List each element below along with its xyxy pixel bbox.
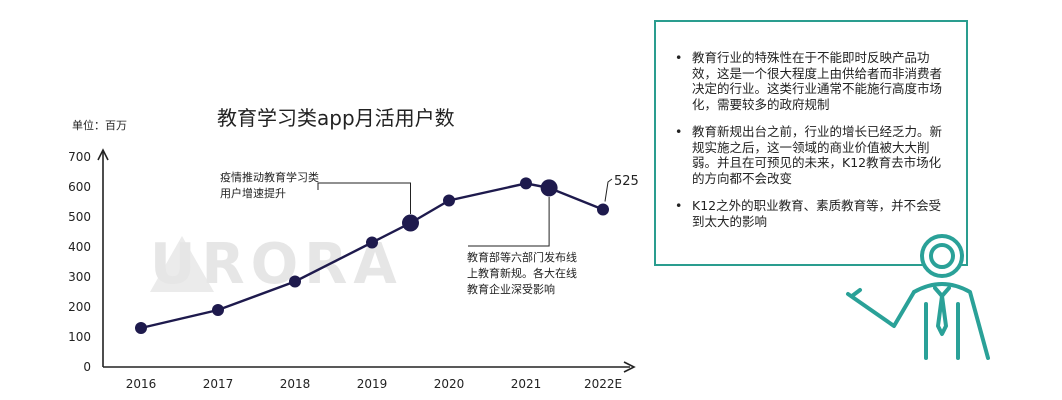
highlight-point [402, 214, 419, 232]
annotation-leader [317, 182, 411, 214]
annotation-regulation: 教育部等六部门发布线上教育新规。各大在线教育企业深受影响 [467, 251, 577, 296]
annotation-leader [468, 196, 550, 247]
data-point [212, 304, 224, 316]
y-tick-label: 300 [68, 270, 91, 284]
watermark-logo [150, 236, 214, 292]
y-tick-label: 400 [68, 240, 91, 254]
insight-list: 教育行业的特殊性在于不能即时反映产品功效，这是一个很大程度上由供给者而非消费者决… [656, 22, 966, 229]
line-chart: 0 100 200 300 400 500 600 700 2016 2017 2018 2019 20… [68, 148, 639, 391]
data-point [443, 194, 455, 207]
teacher-figure-icon [846, 234, 990, 360]
data-point [289, 275, 301, 288]
data-label: 525 [614, 174, 639, 189]
data-point [135, 322, 147, 334]
x-tick-label: 2019 [357, 377, 388, 391]
y-tick-label: 600 [68, 180, 91, 194]
data-label-leader [604, 178, 613, 202]
x-tick-label: 2018 [280, 377, 311, 391]
x-tick-label: 2021 [511, 377, 542, 391]
x-tick-label: 2016 [126, 377, 157, 391]
x-tick-label: 2020 [434, 377, 465, 391]
y-unit-label: 单位：百万 [72, 119, 127, 132]
insight-item: 教育行业的特殊性在于不能即时反映产品功效，这是一个很大程度上由供给者而非消费者决… [675, 50, 948, 112]
x-tick-label: 2022E [584, 377, 622, 391]
y-tick-label: 700 [68, 150, 91, 164]
watermark: URORA [150, 232, 403, 297]
y-tick-label: 100 [68, 330, 91, 344]
x-axis-arrow [623, 361, 636, 373]
y-axis-arrow [97, 148, 109, 161]
chart-title: 教育学习类app月活用户数 [217, 106, 455, 130]
data-point [520, 177, 532, 190]
data-point [597, 203, 609, 216]
insight-item: 教育新规出台之前，行业的增长已经乏力。新规实施之后，这一领域的商业价值被大大削弱… [675, 124, 948, 186]
annotation-pandemic: 疫情推动教育学习类用户增速提升 [220, 171, 319, 200]
insight-item: K12之外的职业教育、素质教育等，并不会受到太大的影响 [675, 198, 948, 229]
highlight-point [540, 179, 558, 197]
x-tick-label: 2017 [203, 377, 234, 391]
y-tick-label: 200 [68, 300, 91, 314]
data-point [366, 236, 378, 249]
y-tick-label: 0 [83, 360, 91, 374]
y-tick-label: 500 [68, 210, 91, 224]
insight-panel: 教育行业的特殊性在于不能即时反映产品功效，这是一个很大程度上由供给者而非消费者决… [654, 20, 968, 266]
